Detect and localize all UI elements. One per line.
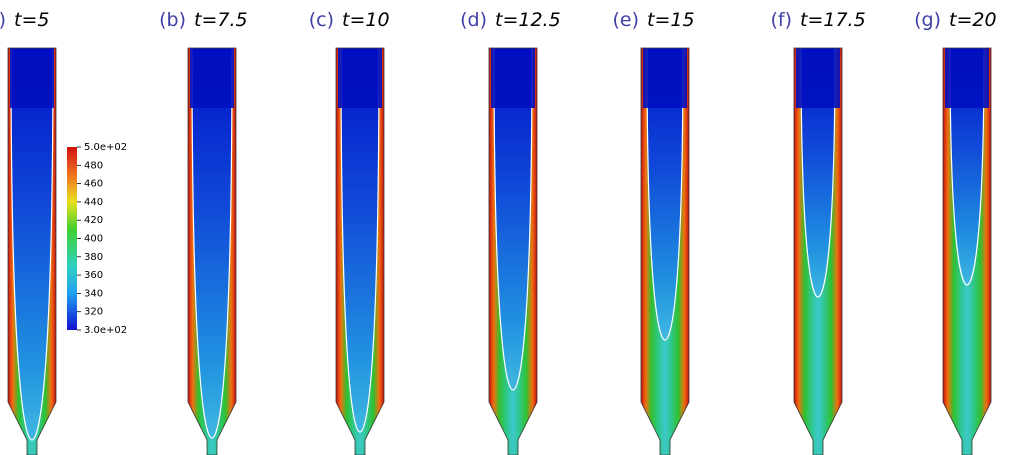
tick-label: 340 <box>84 288 103 299</box>
inlet <box>10 48 54 108</box>
tick-label: 360 <box>84 270 103 281</box>
outline <box>640 47 690 455</box>
outline <box>7 47 57 455</box>
contour <box>493 48 533 391</box>
contour <box>191 48 233 439</box>
panel-time: t=15 <box>647 9 695 31</box>
panel-label: (a) <box>0 9 6 31</box>
tick-label: 480 <box>84 160 103 171</box>
inlet <box>796 48 840 108</box>
panel-time: t=12.5 <box>495 9 561 31</box>
panel <box>8 48 56 455</box>
tick-label: 460 <box>84 179 103 190</box>
cold-core <box>647 48 683 340</box>
panel-label: (d) <box>460 9 487 31</box>
cold-core <box>11 48 53 440</box>
inlet <box>338 48 382 108</box>
colorbar-ticks: 5.0e+02 480 460 440 420 400 380 360 340 320 3.0e+0… <box>77 142 127 336</box>
panel <box>641 48 689 455</box>
cold-core <box>192 48 232 438</box>
inlet <box>643 48 687 108</box>
panel-label: (g) <box>914 9 941 31</box>
outline <box>942 47 992 455</box>
contour <box>340 48 380 433</box>
tick-label: 380 <box>84 252 103 263</box>
contour <box>646 48 684 341</box>
panel-time: t=5 <box>14 9 49 31</box>
panel-label: (f) <box>770 9 792 31</box>
colorbar <box>67 147 77 330</box>
outline <box>187 47 237 455</box>
panel-label: (c) <box>309 9 334 31</box>
tick-label: 420 <box>84 215 103 226</box>
cold-core <box>801 48 835 297</box>
panel-time: t=17.5 <box>800 9 866 31</box>
panel-time: t=20 <box>949 9 997 31</box>
outline <box>793 47 843 455</box>
tick-label: 5.0e+02 <box>84 142 127 153</box>
panel <box>188 48 236 455</box>
contour <box>949 48 985 286</box>
inlet <box>491 48 535 108</box>
panel-label: (b) <box>159 9 186 31</box>
tick-label: 320 <box>84 307 103 318</box>
tick-label: 400 <box>84 234 103 245</box>
inlet <box>190 48 234 108</box>
panel-time: t=7.5 <box>194 9 248 31</box>
tick-label: 3.0e+02 <box>84 325 127 336</box>
contour <box>800 48 836 298</box>
panel-time: t=10 <box>342 9 390 31</box>
panel <box>943 48 991 455</box>
cold-core <box>494 48 532 390</box>
inlet <box>945 48 989 108</box>
outline <box>488 47 538 455</box>
contour <box>10 48 54 441</box>
cold-core <box>341 48 379 432</box>
outline <box>335 47 385 455</box>
panel <box>794 48 842 455</box>
panel <box>336 48 384 455</box>
panels: (a) t=5 (b) t=7.5 (c) t=10 (d) t=12.5 (e) t=15 (f)… <box>0 9 997 455</box>
panel-label: (e) <box>612 9 639 31</box>
panel <box>489 48 537 455</box>
tick-label: 440 <box>84 197 103 208</box>
